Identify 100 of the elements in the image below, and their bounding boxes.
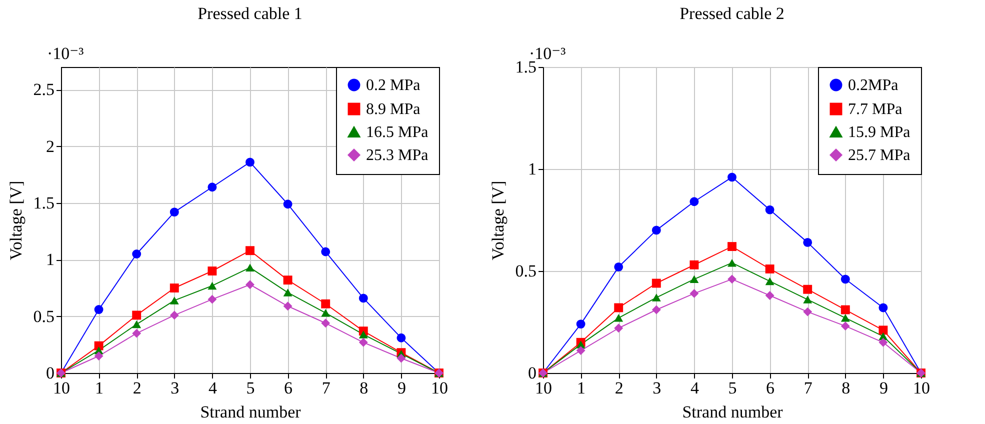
point [94,305,104,314]
chart-title: Pressed cable 1 [198,4,302,23]
point [765,264,774,274]
point [321,318,330,328]
point [803,307,812,316]
point [283,200,292,209]
x-tick-label: 6 [284,378,293,398]
y-tick-label: 1.5 [33,194,54,212]
y-tick-label: 0.5 [33,306,54,326]
point [283,302,292,311]
point [132,320,142,328]
point [321,247,330,256]
point [283,276,292,285]
point [132,310,142,320]
y-axis-title: Voltage [V] [6,180,26,260]
point [652,278,661,288]
y-tick-label: 0.5 [515,262,536,280]
point [840,274,850,284]
point [690,197,699,206]
point [840,314,850,322]
point [614,324,624,333]
x-tick-label: 10 [535,378,552,398]
point [94,352,104,360]
point [246,280,254,290]
x-tick-label: 7 [804,378,813,398]
point [840,305,850,314]
x-tick-label: 9 [397,378,406,398]
point [283,288,292,296]
x-tick-label: 5 [246,378,255,398]
legend-label: 0.2 MPa [366,77,420,94]
point [321,309,330,317]
x-tick-label: 6 [766,378,775,398]
legend-label: 25.7 MPa [848,147,910,164]
point [132,328,142,338]
point [246,158,254,167]
x-tick-label: 7 [322,378,331,398]
chart-title: Pressed cable 2 [680,4,784,23]
x-tick-label: 10 [913,378,930,398]
point [765,277,774,286]
point [170,310,179,320]
legend-label: 16.5 MPa [366,124,428,141]
y-tick-label: 1 [528,160,536,178]
x-axis-title: Strand number [682,402,784,422]
point [878,338,888,347]
x-tick-label: 10 [53,378,70,398]
y-axis-title: Voltage [V] [488,180,508,260]
x-tick-label: 3 [652,378,662,398]
y-tick-label: 0 [46,364,54,382]
point [358,294,368,303]
legend-label: 8.9 MPa [366,101,420,118]
point [728,172,736,182]
point [358,338,368,347]
x-tick-label: 1 [95,378,104,398]
point [728,274,736,284]
point [614,303,624,312]
point [396,354,406,363]
x-axis-title: Strand number [200,402,302,422]
point [803,238,812,247]
x-tick-label: 2 [614,378,624,398]
point [170,208,179,217]
point [803,284,812,294]
legend-label: 7.7 MPa [848,101,902,118]
point [208,182,217,192]
point [614,314,624,322]
point [728,242,736,251]
point [208,294,217,304]
x-tick-label: 4 [208,378,218,398]
point [614,262,624,272]
y-tick-label: 2.5 [33,80,54,100]
point [652,294,661,302]
y-tick-label: 1 [46,250,54,270]
point [878,303,888,312]
x-tick-label: 3 [170,378,180,398]
y-tick-label: 0 [528,364,536,382]
point [690,275,699,284]
point [208,266,217,276]
x-tick-label: 1 [577,378,586,398]
point [358,330,368,338]
point [652,305,661,314]
x-tick-label: 10 [431,378,448,398]
point [576,320,586,329]
point [690,260,699,270]
x-tick-label: 2 [132,378,142,398]
point [765,291,774,300]
x-tick-label: 9 [879,378,888,398]
legend-label: 25.3 MPa [366,147,428,164]
point [321,299,330,308]
point [652,226,661,235]
point [765,205,774,214]
point [132,250,142,258]
y-tick-label: 2 [46,136,54,156]
point [728,258,736,267]
legend-label: 15.9 MPa [848,124,910,141]
x-tick-label: 5 [728,378,737,398]
text: ·10⁻³ [47,44,84,63]
point [576,346,586,356]
point [246,246,254,256]
point [170,284,179,292]
point [803,296,812,304]
point [396,333,406,342]
